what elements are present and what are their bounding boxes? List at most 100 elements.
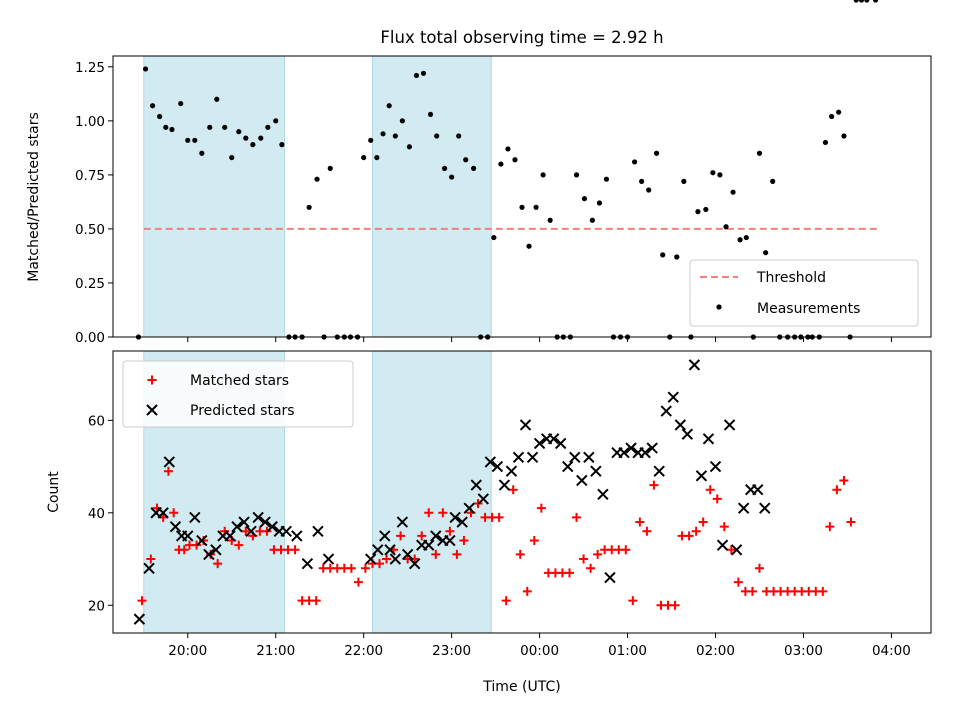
predicted-stars-point: [625, 442, 637, 454]
bottom-y-tick-label: 20: [88, 598, 105, 614]
measurement-point: [710, 170, 716, 176]
x-tick-label: 00:00: [520, 643, 559, 659]
matched-stars-point: [290, 545, 300, 555]
measurement-point: [258, 135, 264, 141]
measurement-point: [646, 187, 652, 193]
matched-stars-point: [137, 596, 147, 606]
predicted-stars-point: [688, 359, 701, 371]
matched-stars-point: [536, 503, 546, 513]
predicted-stars-point: [695, 470, 708, 482]
bottom-legend: Matched stars Predicted stars: [122, 360, 354, 428]
matched-stars-point: [572, 512, 582, 522]
measurement-point: [540, 172, 546, 178]
legend-threshold-label: Threshold: [756, 270, 826, 286]
measurement-point: [841, 133, 847, 139]
predicted-stars-point: [252, 511, 264, 524]
matched-stars-point: [754, 563, 764, 573]
measurement-point: [770, 178, 776, 184]
measurement-point: [526, 243, 532, 249]
matched-stars-point: [635, 517, 645, 527]
predicted-stars-point: [562, 460, 574, 473]
matched-stars-point: [593, 549, 603, 559]
predicted-stars-point: [312, 525, 324, 538]
predicted-stars-point: [430, 530, 442, 542]
predicted-stars-point: [133, 613, 146, 625]
matched-stars-point: [396, 531, 406, 541]
predicted-stars-point: [408, 557, 421, 570]
measurement-point: [703, 206, 709, 213]
measurement-point: [756, 150, 763, 156]
predicted-stars-point: [681, 428, 694, 440]
measurement-point: [185, 137, 191, 143]
measurement-point: [853, 0, 859, 3]
matched-stars-point: [353, 577, 363, 587]
matched-stars-point: [670, 600, 680, 610]
measurement-point: [547, 217, 553, 223]
predicted-stars-point: [259, 516, 271, 528]
predicted-stars-point: [759, 502, 771, 514]
matched-stars-point: [146, 554, 156, 564]
predicted-stars-point: [653, 465, 665, 477]
matched-stars-point: [529, 536, 539, 546]
measurement-point: [207, 124, 213, 130]
bottom-y-tick-label: 40: [88, 506, 105, 522]
top-y-tick-label: 0.75: [75, 168, 105, 184]
measurement-point: [730, 189, 736, 195]
predicted-stars-point: [203, 548, 215, 561]
matched-stars-point: [705, 485, 715, 495]
predicted-stars-point: [423, 539, 435, 551]
predicted-stars-point: [660, 405, 672, 417]
top-observing-window-1: [143, 55, 286, 338]
predicted-stars-point: [396, 516, 409, 528]
predicted-stars-point: [157, 507, 169, 519]
predicted-stars-point: [604, 571, 616, 584]
matched-stars-point: [684, 531, 694, 541]
predicted-stars-point: [389, 553, 402, 565]
predicted-stars-point: [491, 460, 504, 473]
matched-stars-point: [494, 512, 504, 522]
x-tick-label: 01:00: [608, 643, 647, 659]
chart-title: Flux total observing time = 2.92 h: [380, 28, 663, 47]
measurement-point: [603, 176, 610, 182]
top-axes-frame: [112, 55, 932, 338]
matched-stars-point: [438, 508, 448, 518]
predicted-stars-point: [470, 479, 482, 491]
matched-stars-point: [163, 466, 173, 476]
matched-stars-point: [621, 545, 631, 555]
predicted-stars-point: [590, 465, 602, 477]
measurement-point: [519, 204, 525, 210]
matched-stars-point: [431, 549, 441, 559]
measurement-point: [763, 250, 769, 256]
legend-predicted-swatch: [146, 404, 158, 416]
measurement-point: [695, 209, 701, 215]
measurement-point: [163, 124, 169, 130]
measurement-point: [822, 139, 829, 146]
measurement-point: [420, 70, 427, 76]
x-tick-label: 22:00: [344, 643, 383, 659]
measurement-point: [463, 157, 469, 163]
top-y-tick-label: 1.25: [75, 60, 105, 76]
top-y-tick-label: 1.00: [75, 114, 105, 130]
measurement-point: [406, 144, 413, 150]
matched-stars-point: [642, 526, 652, 536]
measurement-point: [456, 133, 462, 139]
measurement-point: [327, 165, 333, 171]
measurement-point: [214, 96, 220, 102]
predicted-stars-point: [519, 419, 532, 431]
measurement-point: [157, 113, 163, 120]
matched-stars-point: [733, 577, 743, 587]
matched-stars-point: [628, 596, 638, 606]
top-legend-box: [689, 259, 919, 327]
predicted-stars-point: [505, 465, 518, 477]
top-y-axis-label: Matched/Predicted stars: [26, 112, 42, 282]
measurement-point: [573, 172, 580, 178]
matched-stars-point: [360, 563, 370, 573]
legend-measurements-label: Measurements: [757, 301, 860, 317]
predicted-stars-point: [322, 553, 335, 565]
predicted-stars-point: [512, 451, 525, 464]
matched-stars-point: [234, 540, 244, 550]
measurement-point: [737, 237, 743, 243]
measurement-point: [512, 157, 518, 163]
x-tick-label: 23:00: [432, 643, 471, 659]
measurement-point: [674, 254, 680, 260]
